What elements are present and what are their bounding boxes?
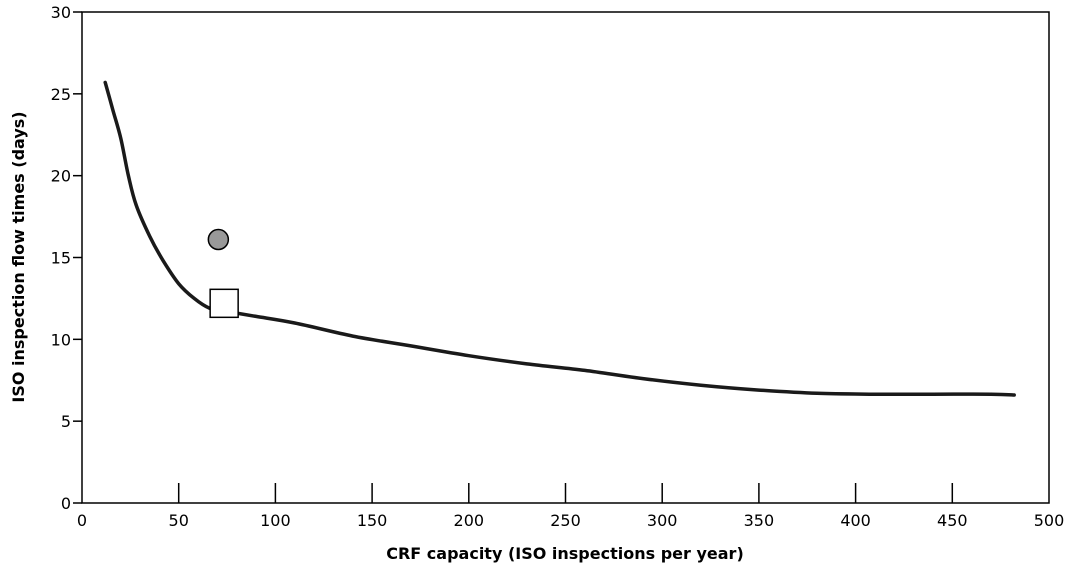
x-tick-label: 100: [260, 511, 291, 530]
x-axis-ticks: 0 50 100 150 200 250 300 350 400 450 500: [77, 483, 1064, 530]
plot-frame: [81, 11, 1050, 504]
x-tick-label: 350: [744, 511, 775, 530]
series-layer: [103, 80, 1016, 397]
x-tick-label: 150: [357, 511, 388, 530]
x-tick-label: 0: [77, 511, 87, 530]
y-tick-label: 25: [51, 85, 71, 104]
y-tick-label: 30: [51, 3, 71, 22]
x-tick-label: 400: [840, 511, 871, 530]
y-tick-label: 5: [61, 412, 71, 431]
y-tick-label: 15: [51, 249, 71, 268]
x-axis-title: CRF capacity (ISO inspections per year): [386, 544, 744, 563]
x-tick-label: 450: [937, 511, 968, 530]
square-point: [209, 288, 239, 319]
y-tick-label: 10: [51, 330, 71, 349]
circle-point: [207, 228, 230, 251]
series-line: [103, 80, 1016, 397]
y-tick-label: 0: [61, 494, 71, 513]
x-tick-label: 500: [1034, 511, 1065, 530]
x-tick-label: 200: [454, 511, 485, 530]
y-axis-title: ISO inspection flow times (days): [9, 111, 28, 402]
x-tick-label: 300: [647, 511, 678, 530]
x-tick-label: 250: [550, 511, 581, 530]
y-tick-label: 20: [51, 167, 71, 186]
y-axis-ticks: 0 5 10 15 20 25 30: [51, 3, 82, 513]
x-tick-label: 50: [169, 511, 189, 530]
